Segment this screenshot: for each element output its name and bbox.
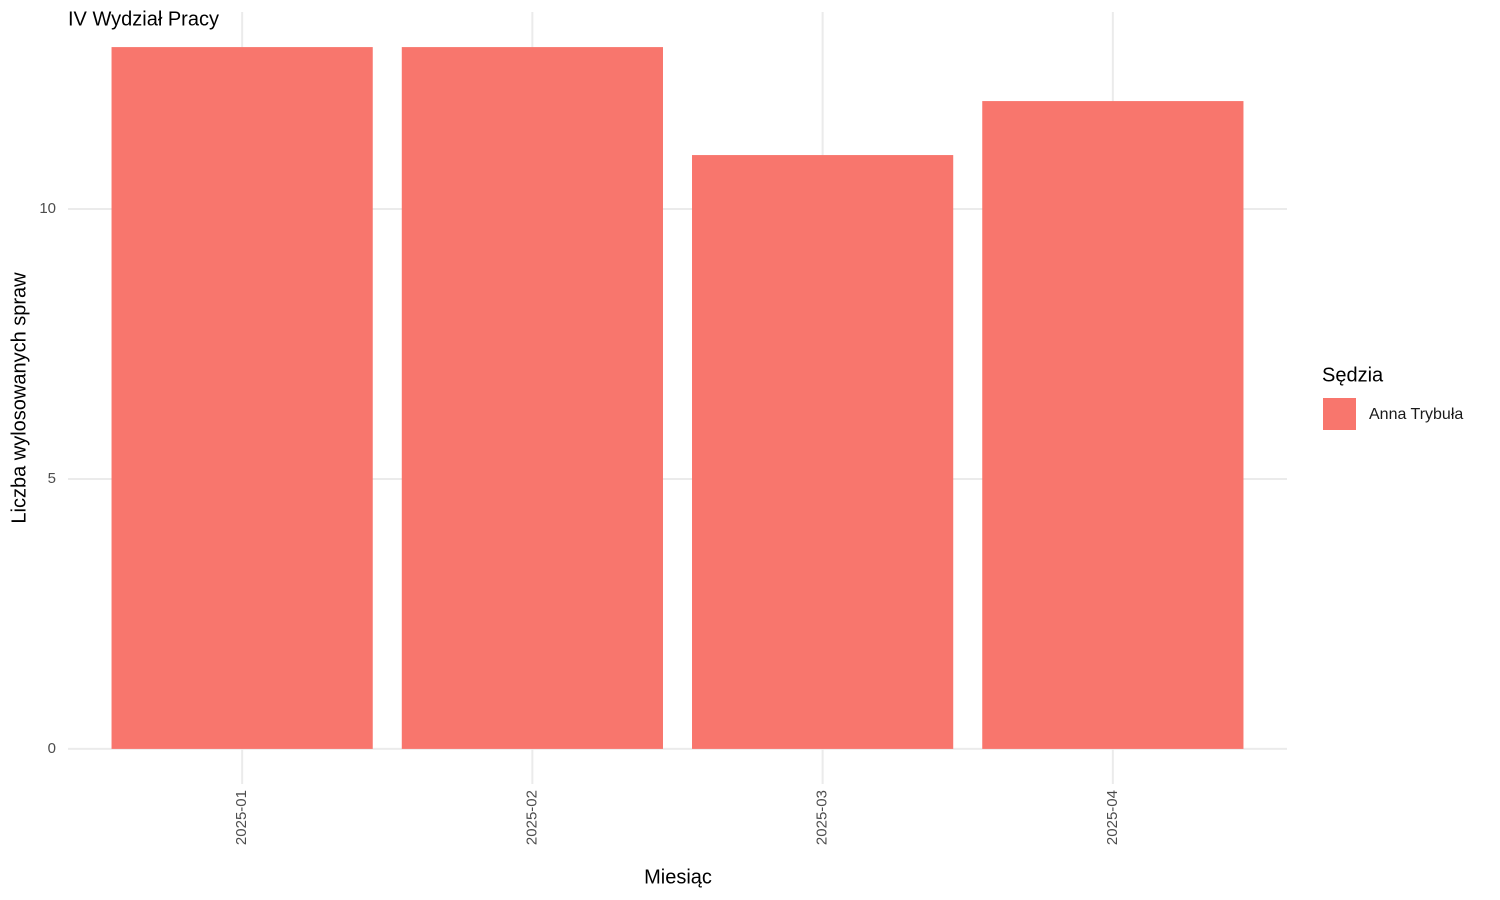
y-tick-label: 0 xyxy=(48,740,56,757)
legend-title: Sędzia xyxy=(1322,364,1384,386)
bar xyxy=(401,47,663,749)
y-axis-title: Liczba wylosowanych spraw xyxy=(8,272,30,524)
legend-label: Anna Trybuła xyxy=(1369,406,1463,423)
bar xyxy=(111,47,373,749)
x-axis-title: Miesiąc xyxy=(644,866,712,888)
x-tick-label: 2025-04 xyxy=(1104,790,1121,845)
legend-key xyxy=(1323,398,1356,430)
y-tick-label: 10 xyxy=(39,200,56,217)
bar xyxy=(982,101,1244,749)
x-tick-label: 2025-01 xyxy=(233,790,250,845)
y-tick-label: 5 xyxy=(48,470,56,487)
x-tick-label: 2025-02 xyxy=(523,790,540,845)
x-tick-label: 2025-03 xyxy=(814,790,831,845)
bar xyxy=(692,155,954,749)
chart-title: IV Wydział Pracy xyxy=(68,8,219,30)
